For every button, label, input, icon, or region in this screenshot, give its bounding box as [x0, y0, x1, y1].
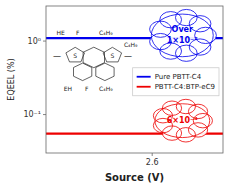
ring: [74, 63, 92, 81]
cloud-outline: [175, 9, 197, 25]
cloud-outline: [162, 126, 181, 140]
legend: Pure PBTT-C4 PBTT-C4:BTP-eC9: [133, 68, 219, 96]
plot-background: [46, 6, 223, 153]
molecule-label: C₄H₉: [124, 41, 138, 48]
y-tick-label: 10⁰: [28, 37, 41, 46]
cloud-outline: [155, 104, 210, 138]
molecule-label: F: [85, 85, 89, 92]
cloud: 6×10⁻⁴: [153, 99, 212, 142]
y-tick: [43, 41, 46, 42]
cloud-outline: [176, 128, 195, 142]
molecule-label: C₄H₉: [99, 85, 113, 92]
plot-frame: [46, 6, 223, 153]
cloud-outline: [176, 99, 195, 113]
legend-swatch: [137, 76, 151, 78]
x-tick-label: 2.6: [146, 158, 159, 167]
molecule-label: —: [53, 52, 61, 61]
y-tick-label: 10⁻¹: [23, 110, 41, 119]
legend-label: PBTT-C4:BTP-eC9: [155, 83, 215, 91]
x-axis-label: Source (V): [105, 172, 164, 183]
y-tick: [43, 114, 46, 115]
molecule-label: S: [110, 52, 114, 59]
annotation: 1×10⁻²: [167, 36, 199, 45]
legend-box: [133, 68, 219, 96]
plot-area: [46, 38, 223, 134]
cloud: Over 1×10⁻²: [150, 9, 217, 61]
molecule-label: S: [73, 52, 77, 59]
legend-label: Pure PBTT-C4: [155, 73, 202, 81]
annotation: Over: [172, 25, 193, 34]
x-tick: [152, 153, 153, 156]
molecule-label: C₄H₉: [99, 29, 113, 36]
legend-swatch: [137, 86, 151, 88]
ring: [103, 47, 122, 62]
molecule-sketch: [66, 47, 122, 80]
molecule-label: HE: [57, 29, 66, 36]
molecule-label: —: [124, 52, 132, 61]
y-axis-label: EQEEL (%): [7, 58, 16, 100]
chart: 10⁻¹ 10⁰ 2.6 Source (V) EQEEL (%) Over 1×10⁻² 6…: [0, 0, 229, 189]
cloud-outline: [175, 45, 197, 61]
molecule-label: F: [76, 29, 80, 36]
ring: [96, 63, 114, 81]
molecule-label: EH: [64, 85, 72, 92]
ring: [66, 47, 85, 62]
annotation: 6×10⁻⁴: [167, 116, 199, 125]
cloud-outline: [151, 14, 213, 57]
